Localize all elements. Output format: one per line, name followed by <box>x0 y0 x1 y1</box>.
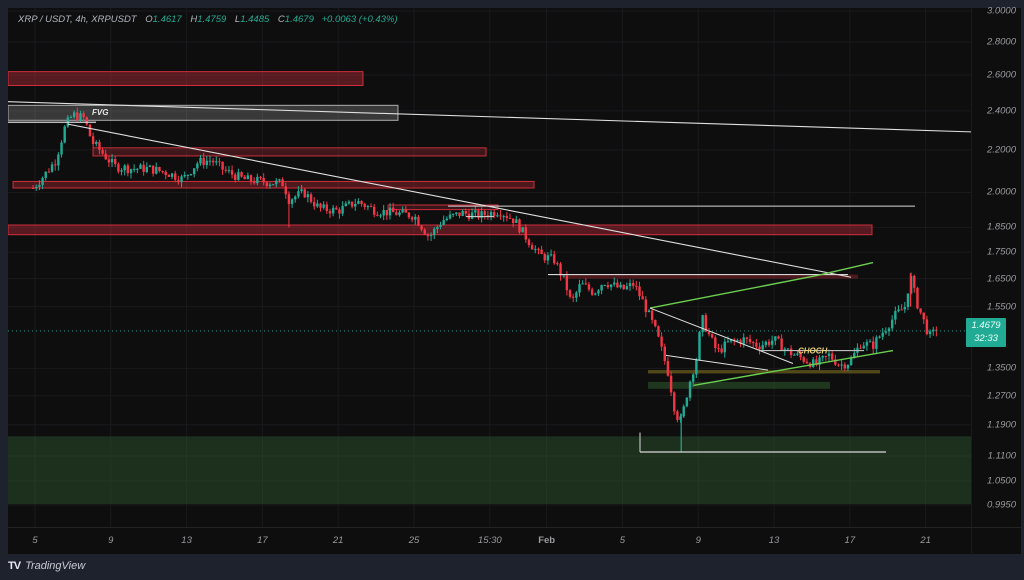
footer-branding: TV TradingView <box>8 560 85 572</box>
drawing-zones[interactable] <box>8 8 971 527</box>
time-tick-label: 17 <box>844 535 856 546</box>
symbol-legend: XRP / USDT, 4h, XRPUSDT O1.4617 H1.4759 … <box>18 14 398 25</box>
price-tick-label: 2.8000 <box>986 36 1016 48</box>
time-tick-label: 17 <box>257 535 268 546</box>
price-tick-label: 1.2700 <box>986 390 1016 402</box>
price-tick-label: 1.1100 <box>987 450 1016 462</box>
symbol-title: XRP / USDT, 4h, XRPUSDT <box>18 14 137 25</box>
price-tick-label: 1.7500 <box>986 246 1016 258</box>
chart-plot-area[interactable]: FVG CHOCH XRP / USDT, 4h, XRPUSDT O1.4617… <box>8 8 971 527</box>
price-tick-label: 1.0500 <box>986 475 1016 487</box>
grid-lines <box>8 8 971 527</box>
choch-label: CHOCH <box>798 347 828 356</box>
time-tick-label: 25 <box>408 535 420 546</box>
price-tick-label: 2.6000 <box>986 69 1016 81</box>
price-tick-label: 1.5500 <box>986 301 1016 313</box>
price-tick-label: 1.3500 <box>986 362 1016 374</box>
time-tick-label: 21 <box>332 535 344 546</box>
fvg-label: FVG <box>92 108 108 117</box>
price-tick-label: 2.0000 <box>986 186 1016 198</box>
time-tick-label: 13 <box>181 535 192 546</box>
price-tick-label: 1.6500 <box>986 273 1016 285</box>
time-tick-label: 21 <box>920 535 931 546</box>
time-axis[interactable]: 5 9 13 17 21 25 15:30 Feb 5 9 13 17 21 <box>8 527 971 555</box>
change-value: +0.0063 (+0.43%) <box>321 14 398 25</box>
axis-corner <box>971 527 1022 555</box>
time-tick-label: 9 <box>695 535 701 546</box>
price-tick-label: 3.0000 <box>986 5 1016 17</box>
time-tick-label: 13 <box>768 535 780 546</box>
low-value: 1.4485 <box>240 14 270 25</box>
price-tick-label: 2.4000 <box>986 105 1016 117</box>
last-price: 1.4679 <box>971 320 1001 331</box>
time-tick-label: 15:30 <box>477 535 502 546</box>
time-tick-label: 5 <box>32 535 38 546</box>
open-value: 1.4617 <box>152 14 182 25</box>
close-value: 1.4679 <box>284 14 314 25</box>
price-tick-label: 1.8500 <box>986 221 1016 233</box>
price-tick-label: 2.2000 <box>986 144 1016 156</box>
high-value: 1.4759 <box>197 14 227 25</box>
candlestick-series[interactable] <box>8 8 971 527</box>
tradingview-logo-icon: TV <box>8 560 21 572</box>
time-tick-label: Feb <box>538 535 556 546</box>
drawing-lines[interactable]: FVG CHOCH <box>8 8 971 527</box>
bar-countdown: 32:33 <box>974 333 998 344</box>
time-tick-label: 9 <box>108 535 114 546</box>
price-tick-label: 1.1900 <box>986 419 1016 431</box>
last-price-badge: 1.4679 32:33 <box>966 318 1006 347</box>
price-tick-label: 0.9950 <box>986 499 1016 511</box>
chart-frame: FVG CHOCH XRP / USDT, 4h, XRPUSDT O1.4617… <box>8 5 1022 555</box>
time-tick-label: 5 <box>619 535 626 546</box>
brand-name: TradingView <box>25 560 86 572</box>
price-axis[interactable]: 3.0000 2.8000 2.6000 2.4000 2.2000 2.0000 1.85… <box>971 5 1022 527</box>
